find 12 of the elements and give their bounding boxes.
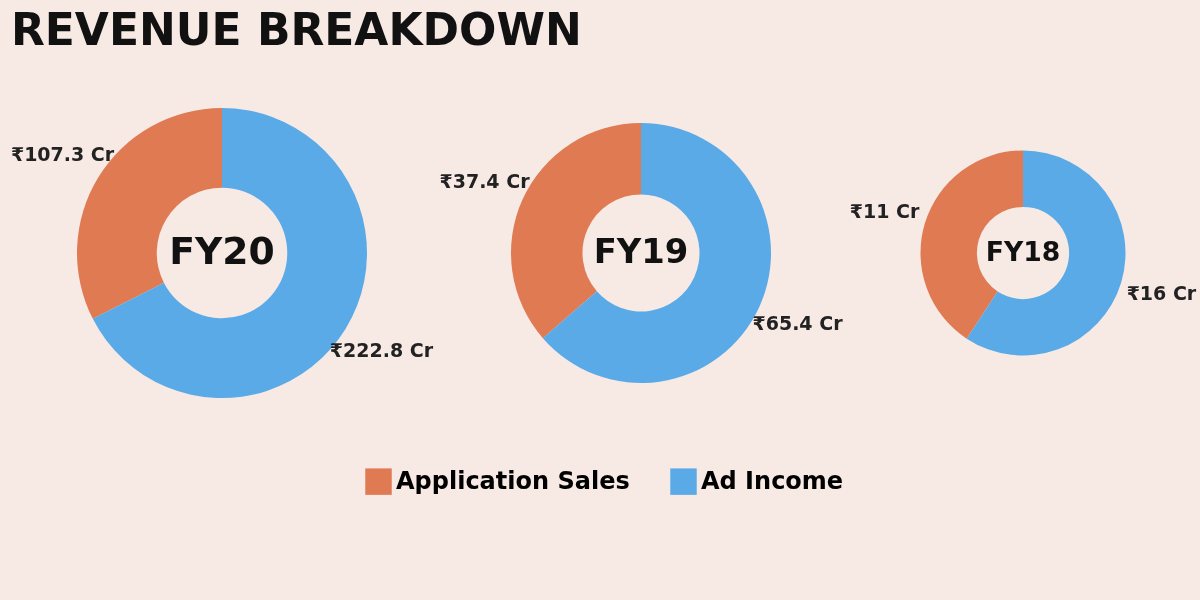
data-label: ₹37.4 Cr xyxy=(439,169,531,192)
legend-label: Application Sales xyxy=(396,466,630,495)
slice-label: FY19 xyxy=(593,232,689,271)
data-label: ₹16 Cr xyxy=(1126,282,1197,305)
data-label: ₹107.3 Cr xyxy=(10,143,115,166)
chart-title: REVENUE BREAKDOWN xyxy=(10,4,582,55)
legend-label: Ad Income xyxy=(701,466,844,495)
data-label: ₹65.4 Cr xyxy=(752,312,844,335)
data-label: ₹222.8 Cr xyxy=(329,338,434,361)
slice-label: FY18 xyxy=(985,236,1061,267)
slice-label: FY20 xyxy=(169,229,275,273)
data-label: ₹11 Cr xyxy=(849,199,920,222)
